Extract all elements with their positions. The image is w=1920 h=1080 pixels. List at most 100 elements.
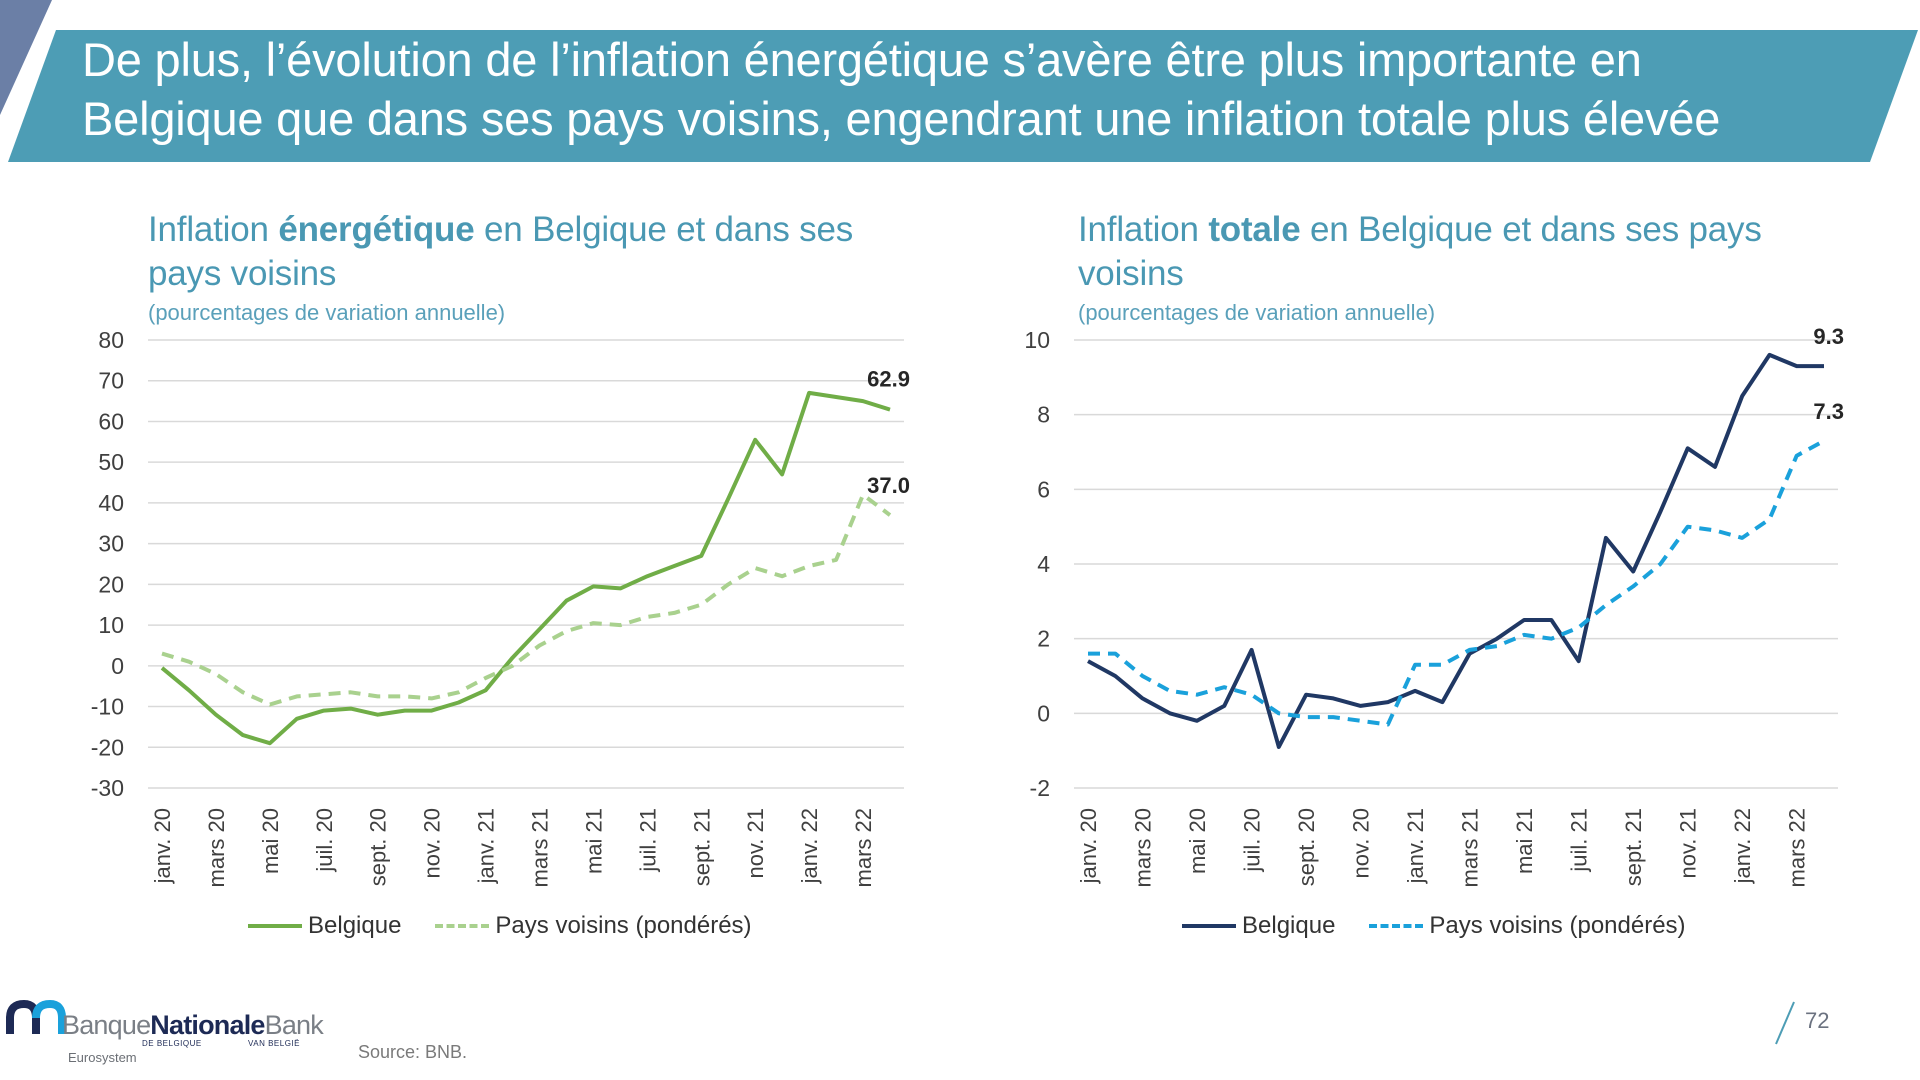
y-tick-label: 10 [1024,327,1050,353]
data-label: 37.0 [867,473,910,498]
x-tick-label: juil. 21 [635,808,660,873]
logo-word-banque: Banque [62,1010,151,1040]
chart2-title-pre: Inflation [1078,210,1209,249]
chart2-legend: Belgique Pays voisins (pondérés) [1182,912,1720,940]
y-tick-label: 50 [98,449,124,475]
legend-item-pays-voisins: Pays voisins (pondérés) [1369,912,1686,940]
slide-title-line1: De plus, l’évolution de l’inflation éner… [82,33,1642,86]
legend-label: Pays voisins (pondérés) [495,912,752,939]
x-tick-label: nov. 20 [1349,808,1374,879]
legend-label: Pays voisins (pondérés) [1429,912,1686,939]
chart1-title-bold: énergétique [278,210,475,249]
legend-swatch-dashed [1369,924,1424,928]
x-tick-label: sept. 21 [689,808,714,886]
chart2-plot: 10 8 6 4 2 0 -2 janv. 20 mars 20 mai 20 juil. 20 se… [1024,324,1844,887]
y-tick-label: -2 [1030,775,1050,801]
source-note: Source: BNB. [358,1042,468,1062]
x-tick-label: mai 20 [1185,808,1210,874]
slide-title: De plus, l’évolution de l’inflation éner… [82,30,1842,148]
legend-item-pays-voisins: Pays voisins (pondérés) [435,912,752,940]
legend-label: Belgique [308,912,402,939]
chart1-subtitle: (pourcentages de variation annuelle) [148,300,506,325]
chart1-title: Inflation énergétique en Belgique et dan… [148,208,853,296]
series-line-pays-voisins [1088,439,1825,727]
y-tick-label: 30 [98,531,124,557]
logo-sub-nl: VAN BELGIË [248,1039,300,1048]
y-tick-label: 0 [1037,700,1050,726]
x-tick-label: nov. 21 [743,808,768,879]
y-tick-label: 4 [1037,551,1050,577]
chart1-title-line2: pays voisins [148,254,337,293]
chart1-legend: Belgique Pays voisins (pondérés) [248,912,786,940]
logo-wordmark: BanqueNationaleBank [62,1010,324,1041]
y-tick-label: 60 [98,408,124,434]
x-tick-label: mars 21 [1458,808,1483,887]
x-tick-label: mars 20 [1131,808,1156,887]
y-tick-label: 8 [1037,402,1050,428]
y-tick-label: -30 [91,775,124,801]
x-tick-label: nov. 21 [1676,808,1701,879]
legend-swatch-solid [1182,924,1236,928]
banner-accent-shape [0,0,52,115]
chart2-title-bold: totale [1208,210,1301,249]
series-line-pays-voisins [161,492,892,707]
legend-swatch-solid [248,924,302,928]
data-label: 7.3 [1813,399,1844,424]
data-label: 9.3 [1813,324,1844,349]
y-tick-label: 10 [98,612,124,638]
slide-title-line2: Belgique que dans ses pays voisins, enge… [82,92,1721,145]
banner-background [8,30,1918,162]
x-tick-label: janv. 22 [797,808,822,884]
x-tick-label: mars 22 [1785,808,1810,887]
x-tick-label: sept. 21 [1621,808,1646,886]
legend-swatch-dashed [435,924,490,928]
y-tick-label: 70 [98,368,124,394]
chart2-title-line2: voisins [1078,254,1184,293]
y-tick-label: -20 [91,734,124,760]
y-tick-label: 80 [98,327,124,353]
x-tick-label: janv. 22 [1730,808,1755,884]
legend-item-belgique: Belgique [248,912,401,940]
x-tick-label: juil. 20 [312,808,337,873]
x-tick-label: mai 21 [1512,808,1537,874]
x-tick-label: mars 21 [527,808,552,887]
x-tick-label: mai 20 [258,808,283,874]
series-line-belgique [160,390,891,746]
series-line-belgique [1087,352,1824,749]
logo-word-bank: Bank [264,1010,324,1040]
chart1-title-pre: Inflation [148,210,279,249]
page-slash-icon [1775,1001,1795,1045]
chart1-plot: 80 70 60 50 40 30 20 10 0 -10 -20 -30 janv. 20 mars 2… [91,327,910,887]
legend-item-belgique: Belgique [1182,912,1335,940]
y-tick-label: 2 [1037,626,1050,652]
logo-sub-fr: DE BELGIQUE [142,1039,202,1048]
chart2-title-post: en Belgique et dans ses pays [1300,210,1762,249]
title-banner [0,0,1918,162]
x-tick-label: mars 20 [204,808,229,887]
x-tick-label: janv. 21 [1403,808,1428,884]
x-tick-label: mai 21 [581,808,606,874]
data-label: 62.9 [867,367,910,392]
x-tick-label: juil. 21 [1567,808,1592,873]
chart1-title-post: en Belgique et dans ses [474,210,854,249]
logo-word-nationale: Nationale [150,1010,265,1040]
x-tick-label: juil. 20 [1240,808,1265,873]
logo-eurosystem: Eurosystem [68,1050,137,1065]
y-tick-label: 0 [111,653,124,679]
x-tick-label: sept. 20 [366,808,391,886]
bnb-logo-icon [6,999,66,1034]
legend-label: Belgique [1242,912,1336,939]
x-tick-label: nov. 20 [420,808,445,879]
x-tick-label: mars 22 [851,808,876,887]
x-tick-label: sept. 20 [1294,808,1319,886]
x-tick-label: janv. 21 [474,808,499,884]
x-tick-label: janv. 20 [150,808,175,884]
chart2-subtitle: (pourcentages de variation annuelle) [1078,300,1436,325]
page-number: 72 [1805,1008,1830,1033]
y-tick-label: 40 [98,490,124,516]
x-tick-label: janv. 20 [1076,808,1101,884]
y-tick-label: 6 [1037,476,1050,502]
y-tick-label: 20 [98,571,124,597]
chart2-title: Inflation totale en Belgique et dans ses… [1078,208,1762,296]
